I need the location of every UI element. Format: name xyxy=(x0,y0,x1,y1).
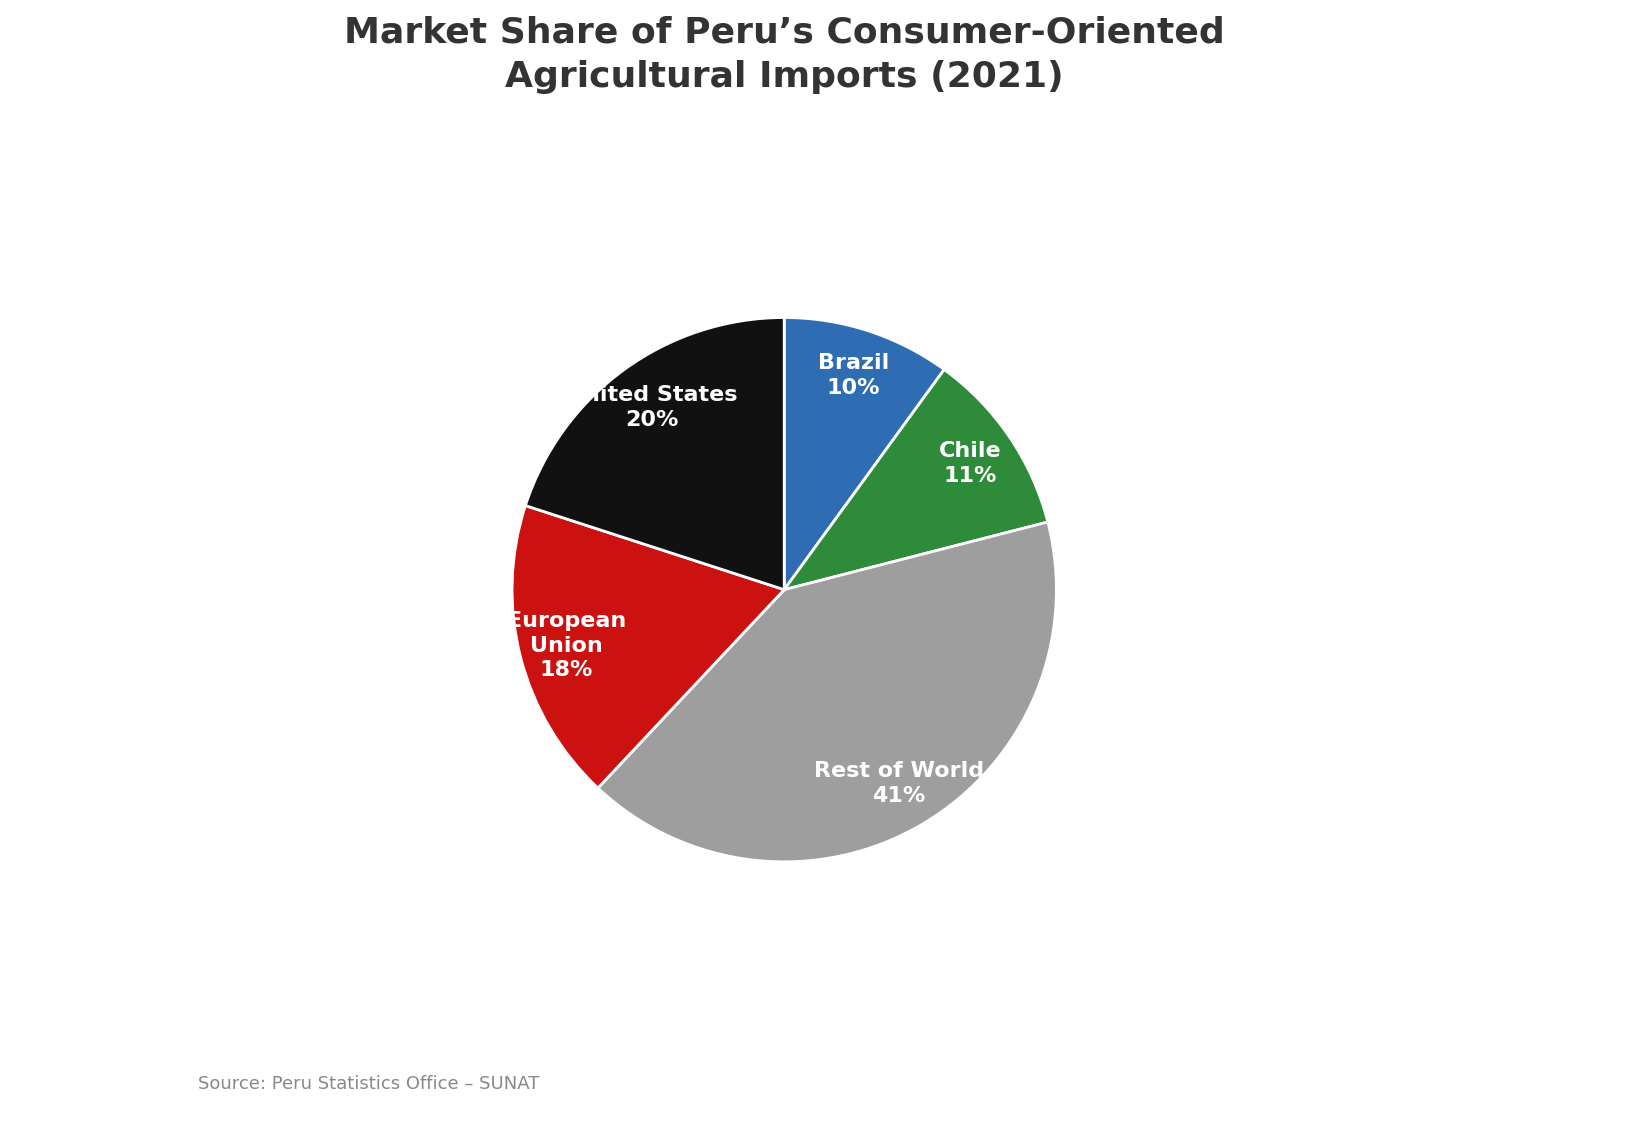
Wedge shape xyxy=(598,522,1057,862)
Text: Rest of World
41%: Rest of World 41% xyxy=(814,761,984,806)
Wedge shape xyxy=(525,318,784,590)
Wedge shape xyxy=(512,506,784,788)
Wedge shape xyxy=(784,318,944,590)
Text: United States
20%: United States 20% xyxy=(566,386,738,430)
Text: Brazil
10%: Brazil 10% xyxy=(819,354,890,398)
Text: Chile
11%: Chile 11% xyxy=(939,441,1002,485)
Text: European
Union
18%: European Union 18% xyxy=(507,611,626,680)
Title: Market Share of Peru’s Consumer-Oriented
Agricultural Imports (2021): Market Share of Peru’s Consumer-Oriented… xyxy=(343,16,1225,94)
Text: Source: Peru Statistics Office – SUNAT: Source: Peru Statistics Office – SUNAT xyxy=(198,1075,540,1093)
Wedge shape xyxy=(784,370,1048,590)
